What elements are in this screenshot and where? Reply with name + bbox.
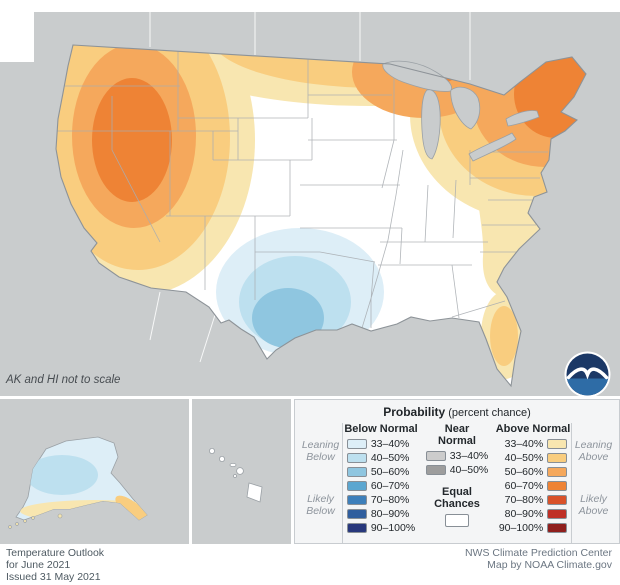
legend-row: 33–40% — [499, 438, 568, 450]
legend-row: 90–100% — [346, 522, 416, 534]
legend-row: 80–90% — [346, 508, 415, 520]
legend-swatch — [547, 495, 568, 505]
legend-swatch-label: 90–100% — [498, 522, 544, 534]
legend-row: 60–70% — [499, 480, 568, 492]
noaa-logo-icon — [564, 351, 611, 398]
legend-title-suffix: (percent chance) — [445, 407, 531, 419]
great-lakes — [382, 60, 540, 162]
footer: Temperature Outlook for June 2021 Issued… — [0, 544, 620, 585]
bottom-band: Probability (percent chance) Leaning Bel… — [0, 396, 620, 544]
legend-swatch — [346, 495, 367, 505]
legend-swatch-label: 60–70% — [504, 480, 544, 492]
footer-source: NWS Climate Prediction Center — [464, 547, 612, 559]
legend-row: 40–50% — [346, 452, 415, 464]
hawaii-inset — [192, 399, 291, 544]
state-borders — [56, 47, 548, 329]
legend-swatch — [547, 467, 568, 477]
legend-swatch — [547, 481, 568, 491]
below-normal-header: Below Normal — [344, 423, 418, 435]
legend-swatch — [346, 439, 367, 449]
legend-side-labels-left: Leaning Below Likely Below — [299, 423, 343, 543]
foreign-borders — [149, 12, 471, 363]
legend-row: 33–40% — [425, 450, 489, 462]
footer-left-text: Temperature Outlook for June 2021 Issued… — [6, 547, 104, 583]
above-normal-header: Above Normal — [495, 423, 571, 435]
legend-swatch-label: 90–100% — [370, 522, 416, 534]
equal-chances-block: Equal Chances — [431, 486, 483, 527]
legend-title-word: Probability — [383, 405, 446, 419]
legend-swatch — [346, 523, 367, 533]
legend-swatch-label: 50–60% — [370, 466, 410, 478]
legend-title: Probability (percent chance) — [295, 405, 619, 419]
legend-swatch — [346, 481, 367, 491]
footer-title: Temperature Outlook — [6, 547, 105, 559]
legend-swatch — [547, 453, 568, 463]
legend-swatch — [547, 523, 568, 533]
legend-row: 60–70% — [346, 480, 415, 492]
likely-below-label: Likely Below — [306, 493, 335, 517]
legend-swatch-label: 33–40% — [449, 450, 489, 462]
legend-column-near: Near Normal 33–40% 40–50% Equal Chances — [419, 423, 495, 543]
hawaii-islands — [208, 448, 263, 503]
legend-swatch-label: 60–70% — [370, 480, 410, 492]
legend-row: 80–90% — [499, 508, 568, 520]
aleutian-islands — [8, 513, 63, 529]
legend-swatch-label: 50–60% — [504, 466, 544, 478]
probability-legend: Probability (percent chance) Leaning Bel… — [294, 399, 620, 544]
legend-row: 40–50% — [425, 464, 489, 476]
legend-swatch — [346, 453, 367, 463]
legend-swatch-label: 80–90% — [370, 508, 410, 520]
legend-swatch — [547, 509, 568, 519]
equal-chances-label: Equal Chances — [434, 486, 480, 510]
legend-row: 70–80% — [499, 494, 568, 506]
footer-credit: Map by NOAA Climate.gov — [487, 559, 612, 571]
footer-issued: Issued 31 May 2021 — [6, 571, 101, 583]
likely-above-label: Likely Above — [578, 493, 609, 517]
legend-swatch-label: 80–90% — [504, 508, 544, 520]
legend-swatch — [425, 465, 446, 475]
legend-swatch — [425, 451, 446, 461]
alaska-inset — [0, 399, 189, 544]
footer-period: for June 2021 — [6, 559, 71, 571]
leaning-below-label: Leaning Below — [301, 439, 340, 463]
legend-swatch-label: 70–80% — [370, 494, 410, 506]
legend-row: 90–100% — [498, 522, 568, 534]
legend-column-above: Above Normal 33–40% 40–50% 50–60% 60–70% 70–… — [495, 423, 571, 543]
legend-swatch — [547, 439, 568, 449]
legend-swatch-label: 40–50% — [504, 452, 544, 464]
legend-swatch-label: 40–50% — [449, 464, 489, 476]
conus-map — [0, 12, 620, 396]
legend-row: 40–50% — [499, 452, 568, 464]
scale-note: AK and HI not to scale — [6, 374, 121, 386]
legend-row: 33–40% — [346, 438, 415, 450]
legend-swatch — [346, 467, 367, 477]
conus-map-panel: AK and HI not to scale — [0, 12, 620, 398]
legend-row: 50–60% — [499, 466, 568, 478]
legend-side-labels-right: Leaning Above Likely Above — [571, 423, 615, 543]
legend-row: 50–60% — [346, 466, 415, 478]
below-50-60-region — [252, 288, 324, 348]
us-outline — [55, 44, 587, 388]
legend-column-below: Below Normal 33–40% 40–50% 50–60% 60–70% 70–… — [343, 423, 419, 543]
legend-swatch-label: 33–40% — [370, 438, 410, 450]
equal-chances-swatch — [445, 514, 469, 527]
legend-swatch-label: 40–50% — [370, 452, 410, 464]
legend-row: 70–80% — [346, 494, 415, 506]
footer-right-text: NWS Climate Prediction Center Map by NOA… — [465, 547, 612, 571]
legend-swatch-label: 70–80% — [504, 494, 544, 506]
alaska-below-40-50 — [26, 455, 98, 495]
near-normal-header: Near Normal — [438, 423, 476, 447]
legend-swatch-label: 33–40% — [504, 438, 544, 450]
leaning-above-label: Leaning Above — [574, 439, 613, 463]
legend-swatch — [346, 509, 367, 519]
